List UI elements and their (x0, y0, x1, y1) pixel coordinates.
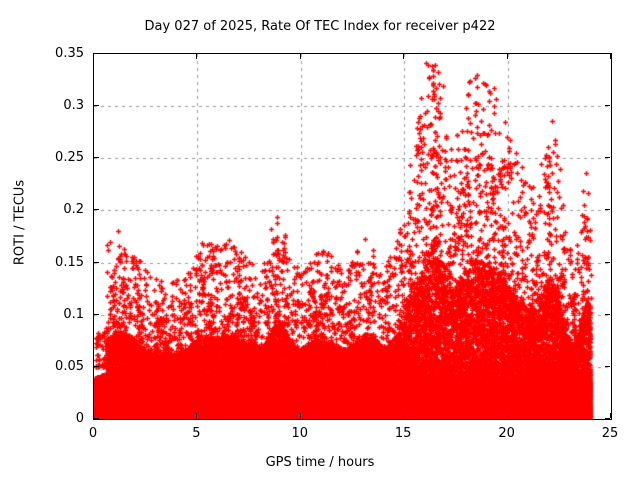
x-tick-mark (610, 54, 611, 59)
x-tick-mark (299, 413, 301, 418)
y-tick-label: 0 (75, 411, 84, 426)
x-tick-mark (299, 54, 301, 59)
y-tick-label: 0.35 (55, 46, 84, 61)
x-tick-mark (196, 54, 198, 59)
scatter-plot-canvas (94, 54, 611, 419)
y-tick-label: 0.25 (55, 150, 84, 166)
y-tick-mark (94, 313, 99, 315)
x-tick-label: 25 (601, 426, 619, 441)
y-tick-label: 0.05 (55, 358, 84, 374)
y-tick-mark (605, 365, 610, 367)
y-tick-mark (605, 105, 610, 107)
y-tick-mark (605, 261, 610, 263)
x-tick-mark (506, 413, 508, 418)
y-tick-mark (94, 418, 99, 419)
x-tick-label: 0 (88, 426, 98, 441)
y-tick-mark (94, 157, 99, 159)
y-tick-mark (94, 261, 99, 263)
x-tick-mark (93, 54, 94, 59)
y-tick-mark (605, 53, 610, 54)
x-axis-label: GPS time / hours (265, 455, 375, 470)
x-tick-mark (93, 413, 94, 418)
y-tick-mark (94, 53, 99, 54)
y-tick-label: 0.2 (63, 202, 84, 218)
y-axis-tick-labels: 0 0.05 0.1 0.15 0.2 0.25 0.3 0.35 (18, 0, 84, 480)
x-tick-label: 5 (192, 426, 201, 441)
y-tick-label: 0.15 (55, 254, 84, 270)
y-tick-mark (605, 209, 610, 211)
x-tick-mark (506, 54, 508, 59)
y-tick-mark (605, 313, 610, 315)
chart-title: Day 027 of 2025, Rate Of TEC Index for r… (144, 19, 496, 34)
y-tick-mark (605, 418, 610, 419)
x-tick-label: 20 (498, 426, 515, 441)
x-tick-mark (403, 413, 405, 418)
x-tick-mark (196, 413, 198, 418)
x-tick-label: 10 (291, 426, 309, 441)
plot-area (93, 53, 612, 420)
y-tick-label: 0.3 (63, 98, 84, 114)
y-tick-label: 0.1 (63, 306, 84, 322)
y-tick-mark (94, 105, 99, 107)
x-tick-mark (610, 413, 611, 418)
y-tick-mark (94, 209, 99, 211)
y-tick-mark (94, 365, 99, 367)
x-tick-label: 15 (394, 426, 412, 441)
x-tick-mark (403, 54, 405, 59)
y-tick-mark (605, 157, 610, 159)
